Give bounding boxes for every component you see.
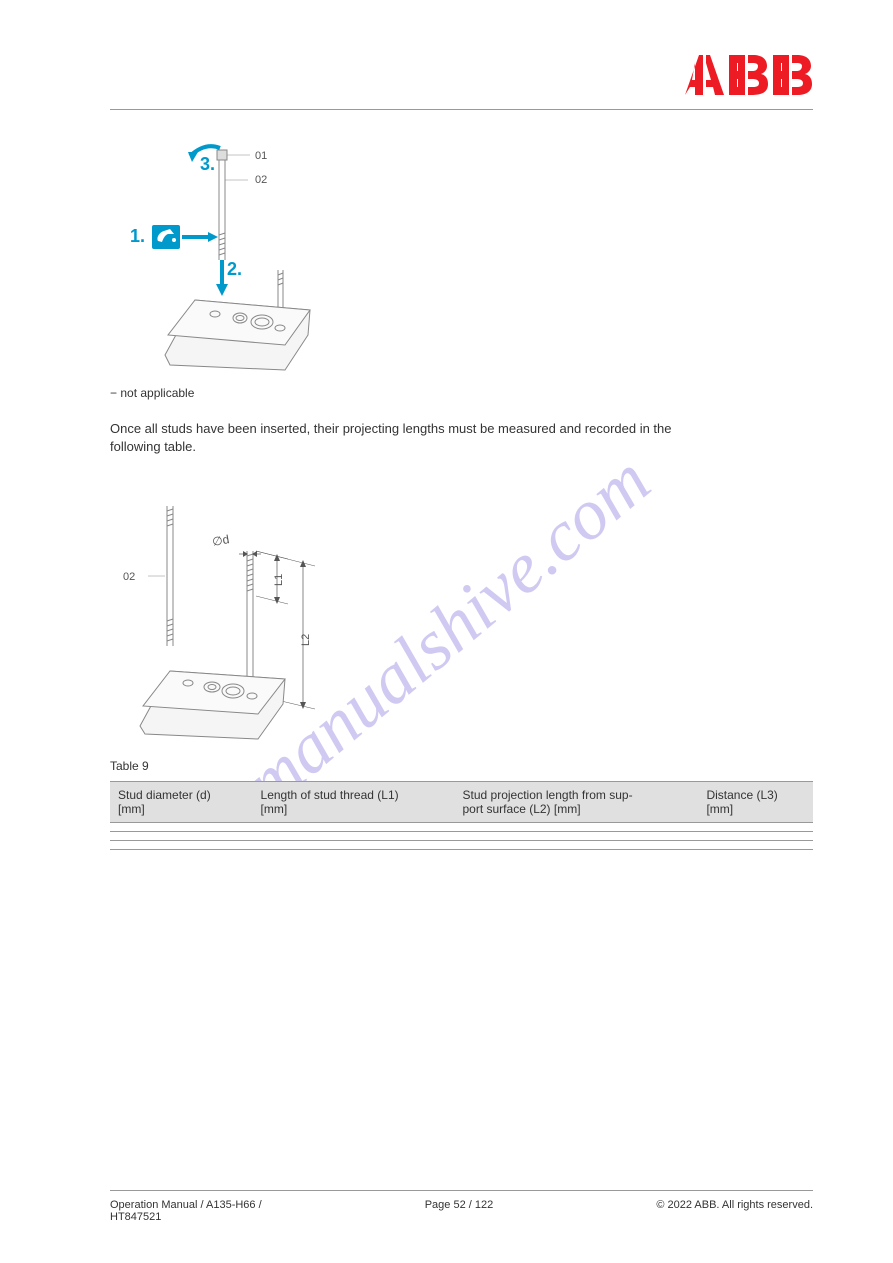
cell: [110, 841, 253, 850]
description-text: Once all studs have been inserted, their…: [110, 420, 710, 456]
cell: [253, 832, 455, 841]
col-header-l2: Stud projection length from sup-port sur…: [455, 782, 699, 823]
table-row: [110, 841, 813, 850]
cell: [698, 823, 813, 832]
label-l1: L1: [273, 574, 285, 586]
label-02: 02: [255, 174, 267, 186]
label-02b: 02: [123, 571, 135, 583]
stud-measurement-table: Stud diameter (d)[mm] Length of stud thr…: [110, 781, 813, 850]
cell: [698, 832, 813, 841]
label-01: 01: [255, 150, 267, 162]
footer-doc-id: Operation Manual / A135-H66 /HT847521: [110, 1199, 262, 1223]
table-caption: Table 9: [110, 759, 813, 773]
cell: [110, 823, 253, 832]
figure-1: 01 02 3. 1. 2.: [120, 140, 813, 378]
col-header-l1: Length of stud thread (L1)[mm]: [253, 782, 455, 823]
cell: [698, 841, 813, 850]
step-1: 1.: [130, 226, 145, 246]
table-row: [110, 823, 813, 832]
table-row: [110, 832, 813, 841]
page-header: [110, 50, 813, 110]
cell: [253, 823, 455, 832]
cell: [110, 832, 253, 841]
cell: [455, 832, 699, 841]
cell: [455, 841, 699, 850]
label-l2: L2: [300, 634, 312, 646]
figure-2: 02 ∅d: [120, 496, 813, 749]
table-9-section: Table 9 Stud diameter (d)[mm] Length of …: [110, 759, 813, 850]
step-2: 2.: [227, 259, 242, 279]
step-3: 3.: [200, 154, 215, 174]
figure-1-caption: − not applicable: [110, 386, 813, 400]
col-header-diameter: Stud diameter (d)[mm]: [110, 782, 253, 823]
cell: [455, 823, 699, 832]
page-footer: Operation Manual / A135-H66 /HT847521 Pa…: [110, 1190, 813, 1223]
footer-copyright: © 2022 ABB. All rights reserved.: [656, 1199, 813, 1223]
cell: [253, 841, 455, 850]
page-container: 01 02 3. 1. 2.: [0, 0, 893, 1263]
label-diameter: ∅d: [211, 533, 230, 550]
abb-logo: [683, 50, 813, 103]
col-header-l3: Distance (L3)[mm]: [698, 782, 813, 823]
footer-page: Page 52 / 122: [425, 1199, 494, 1223]
